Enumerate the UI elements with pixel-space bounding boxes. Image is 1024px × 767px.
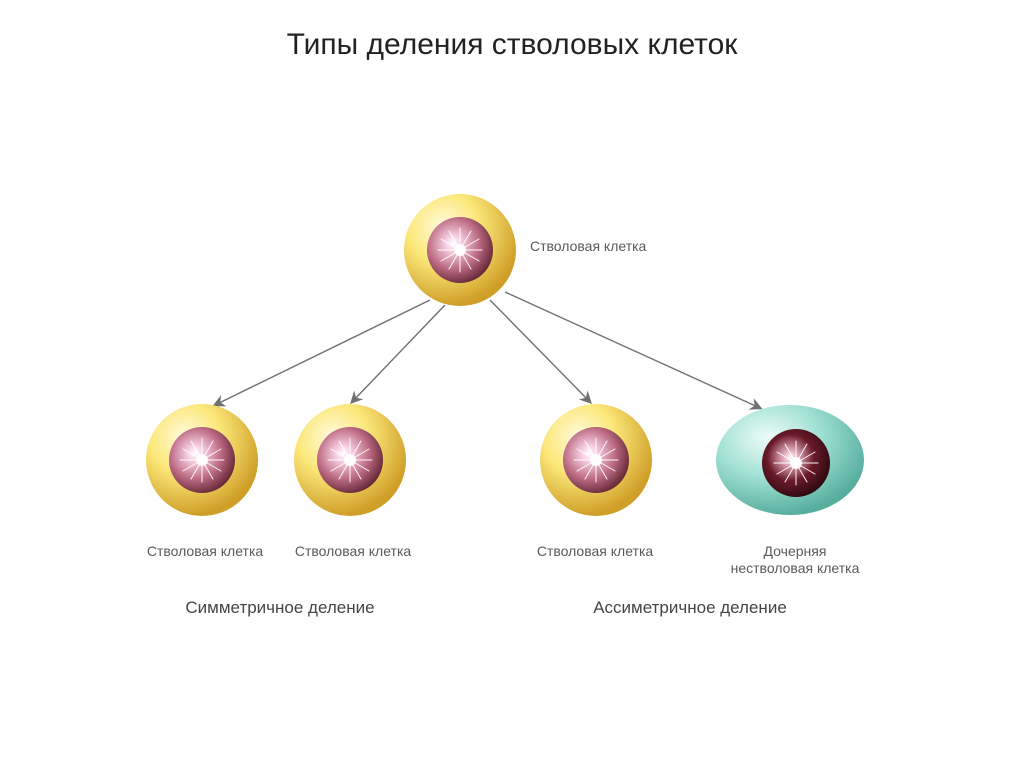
label-c4-line1: Дочерняя xyxy=(710,543,880,560)
section-left: Симметричное деление xyxy=(130,598,430,618)
section-right: Ассиметричное деление xyxy=(540,598,840,618)
diagram-svg xyxy=(0,0,1024,767)
cell-c4-icon xyxy=(716,405,864,515)
label-c2: Стволовая клетка xyxy=(278,543,428,560)
cell-c1-icon xyxy=(146,404,258,516)
cell-c3-icon xyxy=(540,404,652,516)
label-c1: Стволовая клетка xyxy=(130,543,280,560)
arrow-parent-c4 xyxy=(505,292,760,408)
arrows-group xyxy=(215,292,760,408)
arrow-parent-c3 xyxy=(490,300,590,402)
arrow-parent-c2 xyxy=(352,305,445,402)
cell-parent-icon xyxy=(404,194,516,306)
slide-canvas: Типы деления стволовых клеток xyxy=(0,0,1024,767)
arrow-parent-c1 xyxy=(215,300,430,405)
label-parent: Стволовая клетка xyxy=(530,238,730,255)
label-c4-line2: нестволовая клетка xyxy=(700,560,890,577)
cell-c2-icon xyxy=(294,404,406,516)
label-c3: Стволовая клетка xyxy=(520,543,670,560)
